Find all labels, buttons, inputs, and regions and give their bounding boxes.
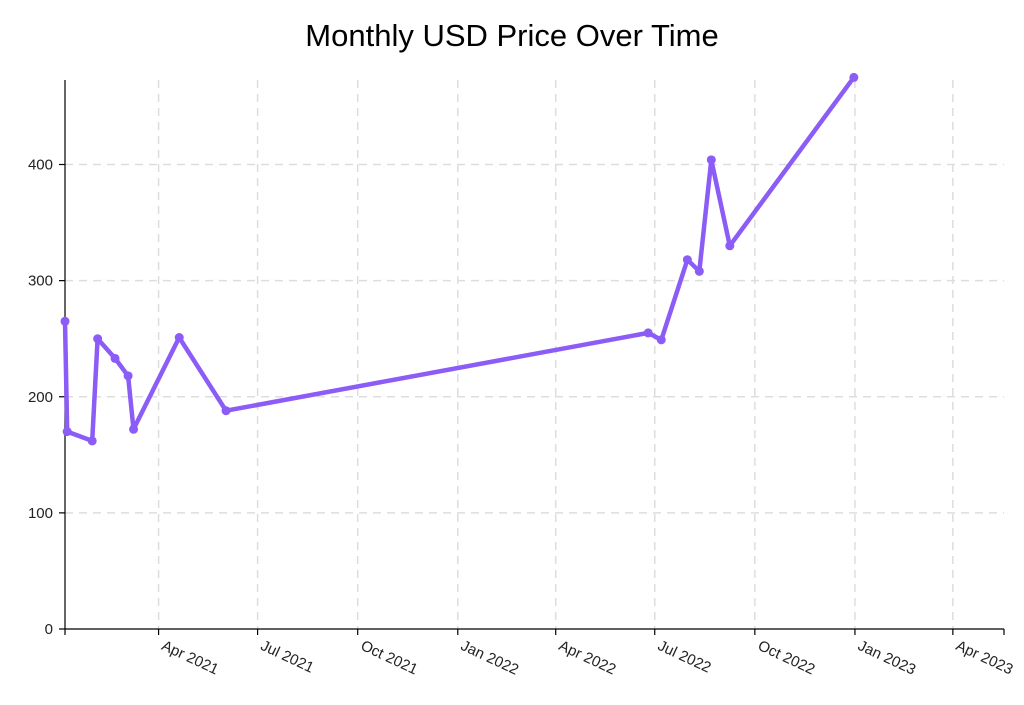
data-point xyxy=(656,335,666,345)
x-tick-label: Apr 2021 xyxy=(159,637,221,678)
y-tick-label: 300 xyxy=(28,273,53,290)
data-point xyxy=(93,334,103,344)
data-point xyxy=(706,155,716,165)
x-tick-label: Jan 2023 xyxy=(855,637,918,678)
y-tick-label: 200 xyxy=(28,389,53,406)
y-tick-label: 400 xyxy=(28,157,53,174)
y-tick-label: 100 xyxy=(28,505,53,522)
data-point xyxy=(174,333,184,343)
data-point xyxy=(129,424,139,434)
data-point xyxy=(87,436,97,446)
chart-title: Monthly USD Price Over Time xyxy=(305,18,719,53)
x-tick-label: Oct 2021 xyxy=(358,637,420,678)
x-tick-label: Jul 2022 xyxy=(655,637,714,676)
data-point xyxy=(123,371,133,381)
data-point xyxy=(110,353,120,363)
x-tick-label: Jul 2021 xyxy=(258,637,317,676)
data-point xyxy=(725,241,735,251)
data-point xyxy=(643,328,653,338)
tick-labels: 0 100 200 300 400 Apr 2021 Jul 2021 Oct 2021 Jan… xyxy=(28,157,1016,679)
data-point xyxy=(60,316,70,326)
data-point xyxy=(62,427,72,437)
data-point xyxy=(682,255,692,265)
data-point xyxy=(221,406,231,416)
series-line xyxy=(62,75,857,444)
data-points xyxy=(60,72,859,446)
data-point xyxy=(849,72,859,82)
price-line xyxy=(62,75,857,444)
x-tick-label: Apr 2023 xyxy=(953,637,1015,678)
y-tick-label: 0 xyxy=(45,621,53,638)
x-tick-label: Oct 2022 xyxy=(755,637,817,678)
grid-lines xyxy=(65,80,1004,629)
x-tick-label: Apr 2022 xyxy=(556,637,618,678)
axes xyxy=(59,80,1005,635)
data-point xyxy=(694,266,704,276)
x-tick-label: Jan 2022 xyxy=(458,637,521,678)
